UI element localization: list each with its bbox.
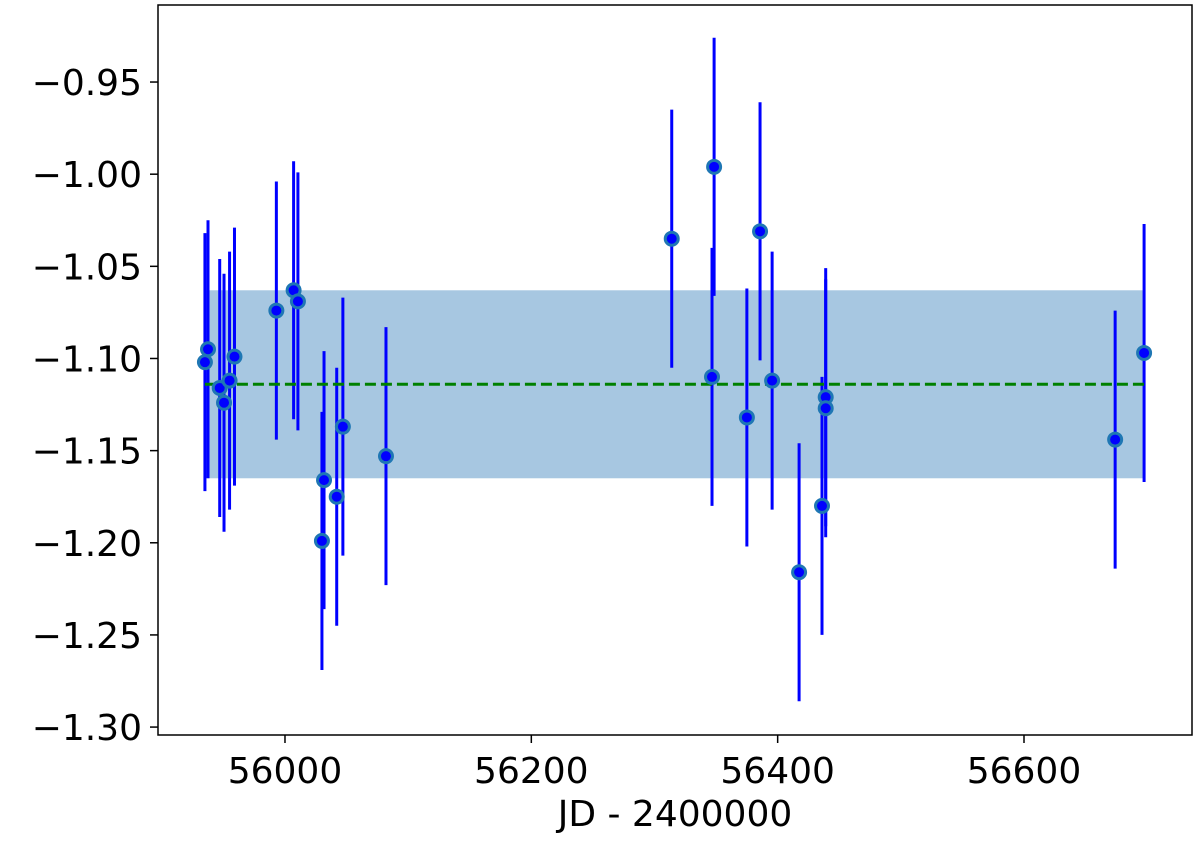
data-point [268, 302, 285, 319]
data-point [752, 223, 769, 240]
data-point [196, 354, 213, 371]
y-tick-label: −1.20 [32, 524, 142, 565]
data-point [377, 448, 394, 465]
x-tick-label: 56200 [474, 751, 589, 792]
data-point [226, 348, 243, 365]
data-point [817, 400, 834, 417]
data-point [738, 409, 755, 426]
data-point [221, 372, 238, 389]
data-point [704, 368, 721, 385]
plot-frame [157, 4, 1193, 736]
data-point [334, 418, 351, 435]
data-point [764, 372, 781, 389]
x-tick-label: 56600 [967, 751, 1082, 792]
data-point [1107, 431, 1124, 448]
y-tick-label: −1.00 [32, 155, 142, 196]
data-point [289, 293, 306, 310]
data-point [814, 497, 831, 514]
data-point [706, 158, 723, 175]
y-tick-label: −1.05 [32, 247, 142, 288]
data-point [313, 532, 330, 549]
y-tick-label: −1.25 [32, 616, 142, 657]
data-point [216, 394, 233, 411]
y-tick-label: −1.15 [32, 432, 142, 473]
x-axis-label: JD - 2400000 [556, 794, 793, 835]
x-tick-label: 56400 [720, 751, 835, 792]
data-point [1136, 344, 1153, 361]
data-point [791, 564, 808, 581]
x-tick-label: 56000 [228, 751, 343, 792]
y-tick-label: −1.30 [32, 708, 142, 749]
data-point [663, 230, 680, 247]
y-tick-label: −0.95 [32, 63, 142, 104]
data-point [328, 488, 345, 505]
data-point [316, 472, 333, 489]
data-point [200, 341, 217, 358]
y-tick-label: −1.10 [32, 339, 142, 380]
